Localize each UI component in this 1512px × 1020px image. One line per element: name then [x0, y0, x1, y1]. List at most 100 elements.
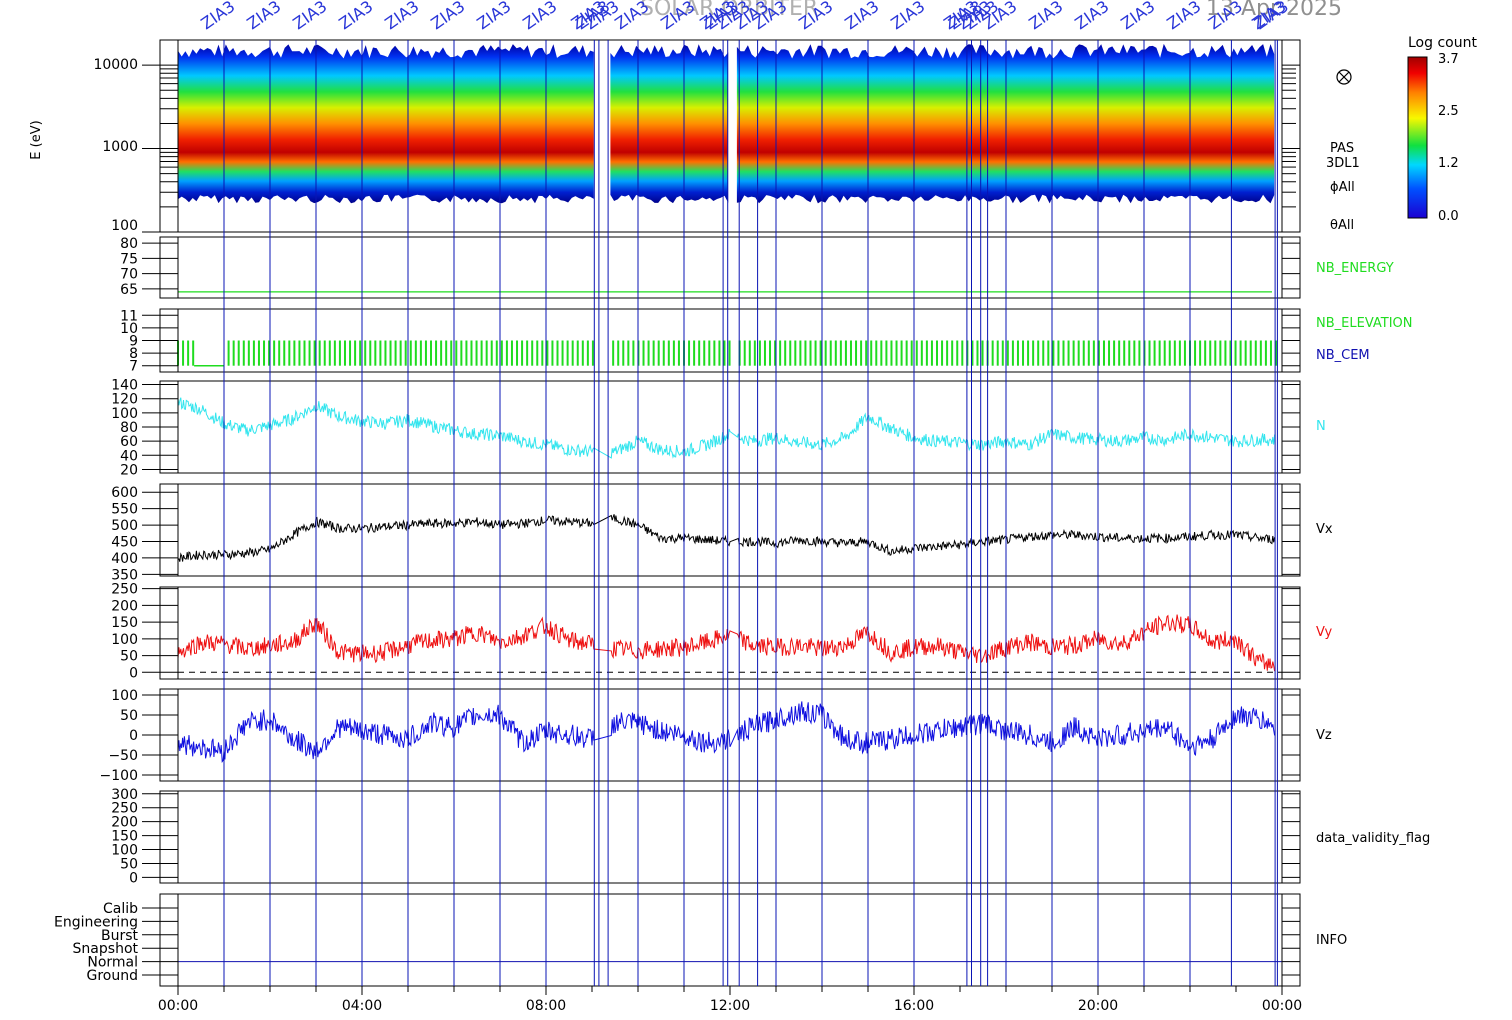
- nb-elevation-panel: NB_ELEVATION NB_CEM: [177, 316, 1413, 367]
- ytick-label: 0: [129, 728, 138, 744]
- ytick-label: 60: [120, 434, 138, 450]
- panel-frame: [159, 688, 1301, 782]
- colorbar-tick: 2.5: [1438, 104, 1459, 119]
- ytick-label: 100: [111, 843, 138, 859]
- colorbar-tick: 3.7: [1438, 52, 1459, 67]
- ytick-label: 250: [111, 801, 138, 817]
- panel-frame: [159, 380, 1301, 474]
- info-level-label: Engineering: [54, 914, 138, 930]
- event-labels: ZIA3 ZIA3 ZIA3 ZIA3 ZIA3 ZIA3 ZIA3 ZIA3 ZIA3ZIA3…: [197, 0, 1291, 33]
- panel-frame: [159, 39, 1301, 233]
- event-label: ZIA3: [473, 0, 514, 33]
- vy-series: [177, 614, 1276, 672]
- ytick-label: 7: [129, 359, 138, 375]
- ytick-label: −100: [100, 768, 138, 784]
- ytick-label: 300: [111, 787, 138, 803]
- spectrogram-panel: E (eV) 10000 1000 100 PAS 3DL1 ϕAll θAll: [29, 43, 1360, 234]
- vx-label: Vx: [1316, 522, 1333, 537]
- panel-frame: [159, 893, 1301, 987]
- header-title: SOLAR ORBITER: [640, 0, 818, 21]
- density-series: [177, 397, 1276, 459]
- side-label-pas: PAS: [1330, 141, 1354, 156]
- xtick-label: 08:00: [526, 998, 566, 1014]
- ytick-label: 10: [120, 321, 138, 337]
- event-label: ZIA3: [427, 0, 468, 33]
- ytick-label: 250: [111, 582, 138, 598]
- ytick-label: 50: [120, 856, 138, 872]
- event-lines: [223, 40, 1278, 986]
- nb-energy-label: NB_ENERGY: [1316, 261, 1394, 276]
- info-label: INFO: [1316, 933, 1347, 948]
- ytick-label: 120: [111, 392, 138, 408]
- ytick-label: 150: [111, 829, 138, 845]
- ytick-label: 200: [111, 815, 138, 831]
- ytick-label: 8: [129, 346, 138, 362]
- spec-ytick-label: 1000: [102, 139, 138, 155]
- ytick-label: 65: [120, 282, 138, 298]
- colorbar-tick: 1.2: [1438, 156, 1459, 171]
- ytick-label: 70: [120, 267, 138, 283]
- ytick-label: 150: [111, 615, 138, 631]
- x-axis: 00:00 04:00 08:00 12:00 16:00 20:00 00:00: [158, 986, 1302, 1014]
- ytick-label: 450: [111, 535, 138, 551]
- info-level-label: Calib: [103, 901, 138, 917]
- event-label: ZIA3: [841, 0, 882, 33]
- event-label: ZIA3: [887, 0, 928, 33]
- ytick-label: 50: [120, 649, 138, 665]
- nb-elevation-label: NB_ELEVATION: [1316, 316, 1413, 331]
- ytick-label: 550: [111, 502, 138, 518]
- cross-circle-icon: [1336, 69, 1352, 85]
- colorbar: Log count 3.7 2.5 1.2 0.0: [1407, 35, 1477, 224]
- xtick-label: 00:00: [1262, 998, 1302, 1014]
- info-level-label: Normal: [87, 955, 138, 971]
- event-label: ZIA3: [381, 0, 422, 33]
- validity-label: data_validity_flag: [1316, 831, 1430, 846]
- ytick-label: 100: [111, 632, 138, 648]
- vz-label: Vz: [1316, 728, 1332, 743]
- ytick-label: 11: [120, 308, 138, 324]
- event-label: ZIA3: [1025, 0, 1066, 33]
- panel-frame: [159, 236, 1301, 299]
- panel-frame: [159, 483, 1301, 577]
- ytick-label: 20: [120, 462, 138, 478]
- xtick-label: 00:00: [158, 998, 198, 1014]
- ytick-label: 140: [111, 378, 138, 394]
- vy-label: Vy: [1316, 625, 1333, 640]
- event-label: ZIA3: [243, 0, 284, 33]
- spec-ytick-label: 100: [111, 218, 138, 234]
- spec-ytick-label: 10000: [93, 57, 138, 73]
- side-label-theta: θAll: [1330, 218, 1354, 233]
- ytick-label: 100: [111, 688, 138, 704]
- info-level-label: Ground: [87, 968, 139, 984]
- side-label-phi: ϕAll: [1330, 180, 1355, 195]
- ytick-label: 350: [111, 567, 138, 583]
- event-label: ZIA3: [1071, 0, 1112, 33]
- panel-frame: [159, 586, 1301, 680]
- ytick-label: 9: [129, 334, 138, 350]
- vz-series: [177, 701, 1276, 763]
- panel-frame: [159, 308, 1301, 373]
- ytick-label: 75: [120, 251, 138, 267]
- xtick-label: 16:00: [894, 998, 934, 1014]
- ytick-label: 400: [111, 551, 138, 567]
- spectrogram-ylabel: E (eV): [29, 120, 44, 159]
- colorbar-scale: [1407, 56, 1428, 219]
- vx-series: [177, 514, 1276, 562]
- ytick-label: 80: [120, 420, 138, 436]
- panel-frames: [159, 39, 1301, 987]
- info-level-label: Burst: [101, 928, 139, 944]
- info-level-label: Snapshot: [73, 941, 139, 957]
- event-label: ZIA3: [519, 0, 560, 33]
- header-date: 13 Apr 2025: [1206, 0, 1342, 21]
- energy-spectrogram: [178, 43, 1275, 204]
- xtick-label: 04:00: [342, 998, 382, 1014]
- ytick-label: 50: [120, 708, 138, 724]
- xtick-label: 12:00: [710, 998, 750, 1014]
- ytick-label: 600: [111, 485, 138, 501]
- ytick-label: −50: [108, 748, 138, 764]
- side-label-3dl1: 3DL1: [1326, 156, 1360, 171]
- nb-elevation-series: [177, 340, 1278, 367]
- panel-frame: [159, 790, 1301, 884]
- ytick-label: 80: [120, 236, 138, 252]
